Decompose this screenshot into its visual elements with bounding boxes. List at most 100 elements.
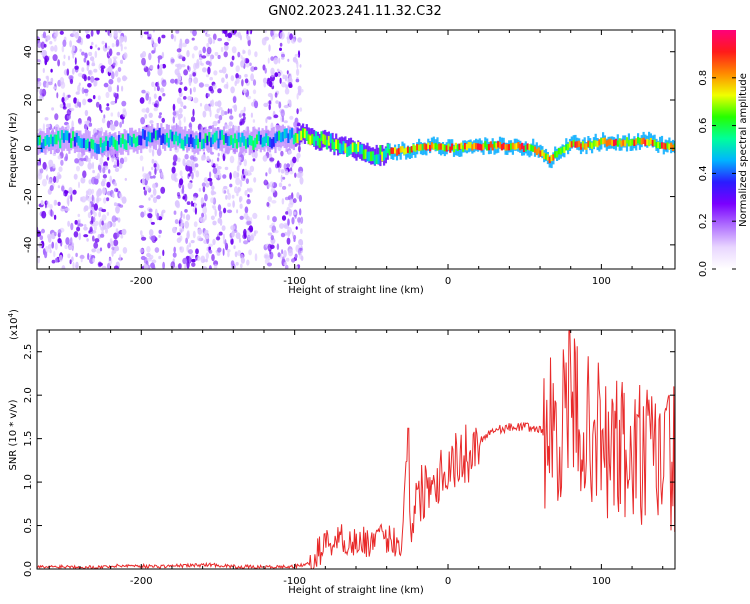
- noise-speckle: [40, 41, 45, 50]
- noise-speckle: [114, 245, 119, 250]
- noise-speckle: [239, 197, 242, 203]
- noise-speckle: [152, 30, 155, 33]
- noise-speckle: [37, 59, 41, 63]
- noise-speckle: [140, 211, 145, 218]
- noise-speckle: [234, 186, 238, 194]
- ridge-core: [184, 136, 187, 147]
- noise-speckle: [233, 170, 238, 179]
- noise-speckle: [296, 152, 301, 159]
- noise-speckle: [87, 158, 91, 163]
- noise-speckle: [194, 163, 199, 168]
- ridge-core: [228, 136, 231, 146]
- noise-speckle: [50, 78, 53, 82]
- ridge-core: [425, 144, 428, 151]
- noise-speckle: [105, 227, 108, 234]
- ridge-core: [620, 140, 623, 147]
- noise-speckle: [212, 238, 216, 246]
- noise-speckle: [141, 236, 147, 241]
- noise-speckle: [283, 224, 289, 229]
- noise-speckle: [183, 69, 189, 76]
- noise-speckle: [244, 190, 248, 196]
- noise-speckle: [39, 128, 42, 132]
- noise-speckle: [186, 159, 192, 167]
- ridge-core: [311, 134, 314, 144]
- ridge-core: [114, 139, 117, 150]
- noise-speckle: [244, 57, 250, 64]
- noise-speckle: [184, 209, 188, 213]
- noise-speckle: [73, 231, 79, 238]
- noise-speckle: [227, 251, 230, 258]
- noise-speckle: [287, 150, 292, 155]
- ridge-core: [239, 137, 242, 147]
- noise-speckle: [290, 38, 296, 44]
- ridge-core: [517, 142, 520, 149]
- noise-speckle: [156, 195, 161, 200]
- noise-speckle: [218, 231, 223, 236]
- noise-speckle: [162, 261, 165, 269]
- noise-speckle: [230, 238, 234, 245]
- noise-speckle: [300, 216, 304, 224]
- ridge-core: [143, 130, 146, 140]
- ridge-core: [535, 148, 538, 156]
- noise-speckle: [205, 182, 210, 188]
- noise-speckle: [42, 161, 47, 170]
- noise-speckle: [269, 157, 275, 162]
- ridge-core: [484, 141, 487, 148]
- noise-speckle: [298, 145, 301, 153]
- ridge-core: [127, 133, 130, 144]
- ridge-core: [460, 142, 463, 149]
- noise-speckle: [232, 96, 237, 104]
- noise-speckle: [150, 235, 156, 241]
- ridge-core: [629, 139, 632, 146]
- noise-speckle: [232, 200, 235, 208]
- noise-speckle: [262, 77, 268, 84]
- noise-speckle: [67, 195, 72, 199]
- ridge-halo: [221, 129, 224, 152]
- noise-speckle: [267, 77, 271, 81]
- noise-speckle: [286, 163, 290, 169]
- noise-speckle: [66, 197, 69, 205]
- noise-speckle: [44, 117, 49, 121]
- snr-ylabel: SNR (10 * v/v): [8, 399, 19, 470]
- noise-speckle: [156, 148, 162, 157]
- noise-speckle: [70, 194, 73, 202]
- noise-speckle: [240, 263, 243, 269]
- noise-speckle: [62, 61, 66, 67]
- noise-speckle: [238, 237, 242, 244]
- figure-title: GN02.2023.241.11.32.C32: [268, 4, 442, 19]
- ridge-core: [371, 151, 375, 161]
- ridge-halo: [127, 133, 130, 156]
- ridge-core: [362, 149, 365, 160]
- ridge-core: [68, 133, 71, 143]
- noise-speckle: [200, 217, 206, 223]
- noise-speckle: [229, 172, 232, 180]
- ridge-core: [452, 145, 456, 153]
- spectrogram-xtick-label: 100: [592, 276, 611, 287]
- ridge-core: [38, 135, 41, 145]
- noise-speckle: [50, 210, 54, 217]
- noise-speckle: [291, 217, 295, 225]
- noise-speckle: [97, 47, 101, 51]
- noise-speckle: [222, 30, 228, 34]
- noise-speckle: [139, 248, 144, 253]
- ridge-core: [285, 128, 288, 138]
- ridge-core: [482, 143, 485, 150]
- ridge-core: [64, 130, 67, 141]
- noise-speckle: [295, 226, 298, 230]
- noise-speckle: [299, 64, 302, 68]
- ridge-core: [302, 128, 305, 138]
- noise-speckle: [188, 255, 191, 264]
- noise-speckle: [47, 233, 52, 240]
- noise-speckle: [121, 100, 127, 107]
- noise-speckle: [286, 237, 291, 245]
- noise-speckle: [87, 162, 93, 170]
- noise-speckle: [92, 257, 95, 263]
- ridge-core: [480, 144, 483, 151]
- noise-speckle: [288, 183, 291, 187]
- noise-speckle: [227, 202, 232, 207]
- noise-speckle: [239, 179, 243, 188]
- noise-speckle: [185, 214, 191, 221]
- ridge-core: [375, 154, 378, 165]
- ridge-core: [660, 142, 664, 149]
- ridge-core: [200, 139, 203, 150]
